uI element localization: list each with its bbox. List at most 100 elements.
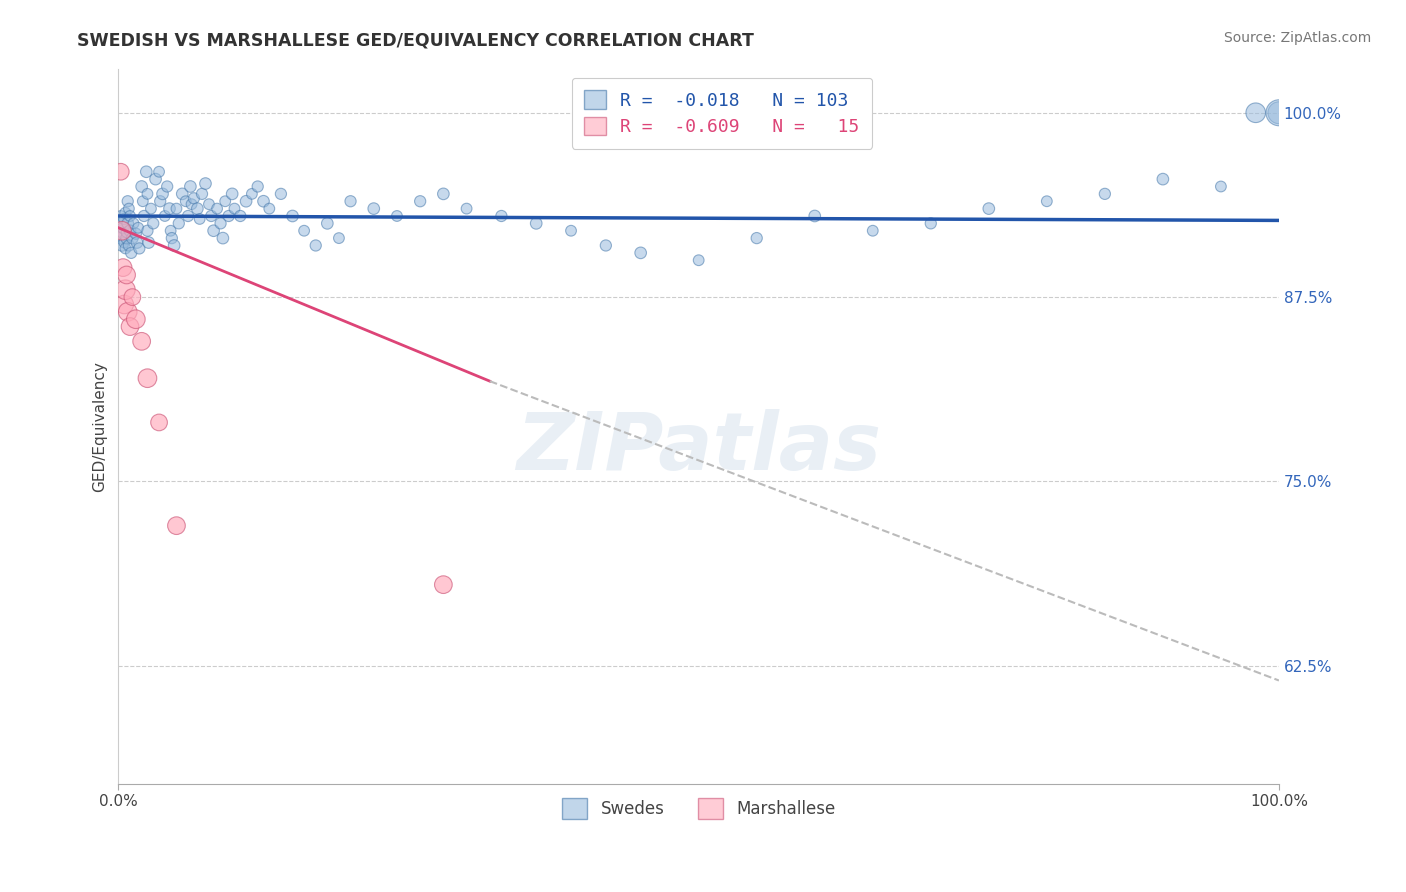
- Point: [122, 216, 145, 230]
- Point: [115, 225, 138, 239]
- Point: [132, 209, 155, 223]
- Point: [1268, 105, 1291, 120]
- Point: [259, 202, 281, 216]
- Point: [432, 186, 454, 201]
- Point: [305, 238, 328, 252]
- Point: [218, 209, 240, 223]
- Point: [1036, 194, 1059, 209]
- Point: [409, 194, 432, 209]
- Point: [221, 186, 243, 201]
- Point: [120, 245, 142, 260]
- Point: [135, 165, 157, 179]
- Point: [152, 186, 174, 201]
- Point: [125, 235, 148, 250]
- Point: [432, 577, 454, 591]
- Point: [198, 197, 221, 211]
- Point: [149, 194, 172, 209]
- Point: [131, 334, 153, 349]
- Point: [229, 209, 252, 223]
- Point: [118, 238, 141, 252]
- Point: [138, 235, 160, 250]
- Point: [160, 231, 183, 245]
- Point: [235, 194, 257, 209]
- Point: [186, 202, 208, 216]
- Point: [363, 202, 385, 216]
- Point: [117, 194, 139, 209]
- Point: [117, 305, 139, 319]
- Point: [194, 177, 217, 191]
- Point: [132, 194, 155, 209]
- Point: [191, 186, 214, 201]
- Point: [115, 268, 138, 282]
- Point: [339, 194, 361, 209]
- Point: [112, 235, 135, 250]
- Point: [246, 179, 269, 194]
- Point: [115, 231, 138, 245]
- Y-axis label: GED/Equivalency: GED/Equivalency: [93, 360, 107, 491]
- Point: [212, 231, 235, 245]
- Point: [125, 312, 148, 326]
- Point: [281, 209, 304, 223]
- Point: [595, 238, 617, 252]
- Point: [745, 231, 768, 245]
- Point: [240, 186, 263, 201]
- Point: [456, 202, 478, 216]
- Point: [121, 290, 143, 304]
- Point: [111, 216, 134, 230]
- Point: [174, 194, 197, 209]
- Point: [136, 224, 159, 238]
- Point: [524, 216, 547, 230]
- Point: [292, 224, 315, 238]
- Point: [202, 224, 225, 238]
- Point: [205, 202, 228, 216]
- Point: [180, 197, 202, 211]
- Point: [114, 206, 136, 220]
- Point: [630, 245, 652, 260]
- Point: [112, 220, 135, 235]
- Point: [252, 194, 274, 209]
- Point: [128, 242, 150, 256]
- Point: [145, 172, 167, 186]
- Point: [200, 209, 222, 223]
- Point: [110, 231, 132, 245]
- Point: [179, 179, 201, 194]
- Point: [112, 260, 135, 275]
- Point: [148, 165, 170, 179]
- Point: [328, 231, 350, 245]
- Point: [560, 224, 582, 238]
- Point: [316, 216, 339, 230]
- Point: [270, 186, 292, 201]
- Point: [862, 224, 884, 238]
- Point: [1152, 172, 1174, 186]
- Point: [112, 297, 135, 311]
- Point: [177, 209, 200, 223]
- Point: [156, 179, 179, 194]
- Point: [118, 209, 141, 223]
- Point: [1244, 105, 1267, 120]
- Point: [385, 209, 408, 223]
- Point: [136, 186, 159, 201]
- Point: [188, 211, 211, 226]
- Point: [183, 191, 205, 205]
- Legend: Swedes, Marshallese: Swedes, Marshallese: [555, 792, 842, 825]
- Point: [118, 319, 141, 334]
- Point: [977, 202, 1000, 216]
- Point: [1094, 186, 1116, 201]
- Point: [166, 202, 188, 216]
- Point: [159, 224, 181, 238]
- Point: [153, 209, 176, 223]
- Point: [167, 216, 190, 230]
- Point: [142, 216, 165, 230]
- Point: [121, 231, 143, 245]
- Point: [125, 227, 148, 241]
- Text: SWEDISH VS MARSHALLESE GED/EQUIVALENCY CORRELATION CHART: SWEDISH VS MARSHALLESE GED/EQUIVALENCY C…: [77, 31, 754, 49]
- Point: [166, 518, 188, 533]
- Point: [111, 224, 134, 238]
- Point: [131, 179, 153, 194]
- Point: [163, 238, 186, 252]
- Point: [114, 283, 136, 297]
- Point: [108, 224, 131, 238]
- Text: Source: ZipAtlas.com: Source: ZipAtlas.com: [1223, 31, 1371, 45]
- Point: [127, 220, 149, 235]
- Point: [1268, 105, 1291, 120]
